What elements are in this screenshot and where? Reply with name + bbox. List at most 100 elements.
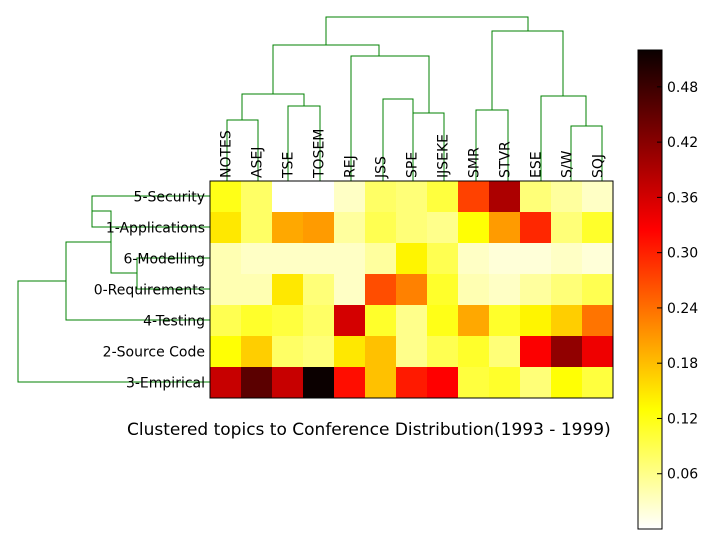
row-label: 0-Requirements (94, 283, 205, 299)
heatmap-cell (241, 367, 273, 399)
heatmap-cell (396, 274, 428, 306)
heatmap-cell (210, 274, 242, 306)
heatmap-cell (334, 243, 366, 275)
heatmap-cell (520, 305, 552, 337)
heatmap-cell (489, 181, 521, 213)
heatmap-cell (396, 336, 428, 368)
dendrogram-link (272, 44, 380, 94)
heatmap-cell (427, 212, 459, 244)
heatmap-cell (582, 181, 614, 213)
dendrogram-link (491, 30, 564, 110)
heatmap-cell (241, 212, 273, 244)
heatmap-cell (241, 181, 273, 213)
heatmap-cell (489, 212, 521, 244)
heatmap-cell (489, 274, 521, 306)
dendrogram-link (241, 93, 305, 120)
heatmap-cell (427, 243, 459, 275)
heatmap-cell (582, 212, 614, 244)
heatmap-cell (272, 212, 304, 244)
row-label: 3-Empirical (126, 376, 205, 392)
heatmap-cell (241, 274, 273, 306)
heatmap-cell (365, 212, 397, 244)
heatmap-cell (551, 274, 583, 306)
heatmap-cell (427, 305, 459, 337)
heatmap-cell (210, 243, 242, 275)
heatmap-cell (551, 367, 583, 399)
colorbar-tick-label: 0.48 (667, 80, 698, 96)
heatmap-cell (396, 181, 428, 213)
heatmap-cell (427, 336, 459, 368)
heatmap-cell (210, 181, 242, 213)
heatmap-cell (365, 274, 397, 306)
column-label: STVR (498, 141, 514, 178)
heatmap-cell (303, 336, 335, 368)
dendrogram-link (350, 55, 430, 181)
heatmap-cell (520, 181, 552, 213)
heatmap-cell (396, 243, 428, 275)
colorbar-tick-label: 0.24 (667, 301, 698, 317)
colorbar-tick-label: 0.12 (667, 411, 698, 427)
heatmap-cell (303, 274, 335, 306)
row-label: 2-Source Code (103, 345, 205, 361)
row-label: 4-Testing (143, 314, 205, 330)
heatmap-cell (272, 336, 304, 368)
heatmap-cell (210, 212, 242, 244)
heatmap-cell (458, 212, 490, 244)
heatmap-cell (458, 336, 490, 368)
column-label: NOTES (219, 130, 235, 178)
heatmap-cell (210, 367, 242, 399)
column-label: ESE (529, 151, 545, 178)
column-label: REJ (343, 155, 359, 178)
heatmap-cell (241, 305, 273, 337)
dendrogram-link (382, 98, 414, 181)
heatmap-cell (458, 181, 490, 213)
heatmap-cell (582, 336, 614, 368)
colorbar-tick-label: 0.36 (667, 190, 698, 206)
heatmap-cell (427, 274, 459, 306)
dendrogram-link (17, 280, 210, 383)
row-dendrogram (17, 195, 210, 383)
heatmap-cell (272, 367, 304, 399)
column-label: IJSEKE (436, 134, 452, 178)
heatmap-cell (272, 181, 304, 213)
colorbar-tick-label: 0.18 (667, 356, 698, 372)
row-labels: 5-Security 1-Applications 6-Modelling 0-Req… (94, 190, 205, 392)
heatmap-cell (334, 336, 366, 368)
heatmap-cell (582, 243, 614, 275)
heatmap-cell (489, 243, 521, 275)
heatmap-cell (241, 336, 273, 368)
heatmap-cell (272, 274, 304, 306)
heatmap-cell (396, 212, 428, 244)
row-label: 5-Security (134, 190, 205, 206)
column-label: SMR (467, 147, 483, 178)
colorbar-tick-label: 0.42 (667, 135, 698, 151)
heatmap-cell (489, 367, 521, 399)
column-label: TOSEM (312, 129, 328, 179)
heatmap-cell (365, 243, 397, 275)
heatmap-cell (427, 181, 459, 213)
column-dendrogram (226, 16, 603, 181)
row-label: 6-Modelling (123, 252, 205, 268)
heatmap-cell (582, 367, 614, 399)
heatmap-frame (209, 180, 614, 399)
colorbar-ticks: 0.06 0.12 0.18 0.24 0.30 0.36 0.42 0.48 (657, 80, 698, 483)
column-label: S/W (560, 150, 576, 178)
heatmap-cell (210, 336, 242, 368)
colorbar-tick-label: 0.30 (667, 246, 698, 262)
heatmap-cell (520, 212, 552, 244)
heatmap-cell (458, 305, 490, 337)
heatmap-cell (582, 274, 614, 306)
heatmap-cell (272, 305, 304, 337)
heatmap-cell (551, 212, 583, 244)
heatmap-cell (396, 305, 428, 337)
heatmap-cell (458, 274, 490, 306)
dendrogram-link (325, 16, 529, 45)
heatmap-cell (489, 336, 521, 368)
heatmap-cell (365, 367, 397, 399)
heatmap-cell (520, 274, 552, 306)
heatmap-cell (520, 336, 552, 368)
heatmap-cell (520, 367, 552, 399)
colorbar (637, 49, 663, 530)
heatmap-cell (551, 181, 583, 213)
